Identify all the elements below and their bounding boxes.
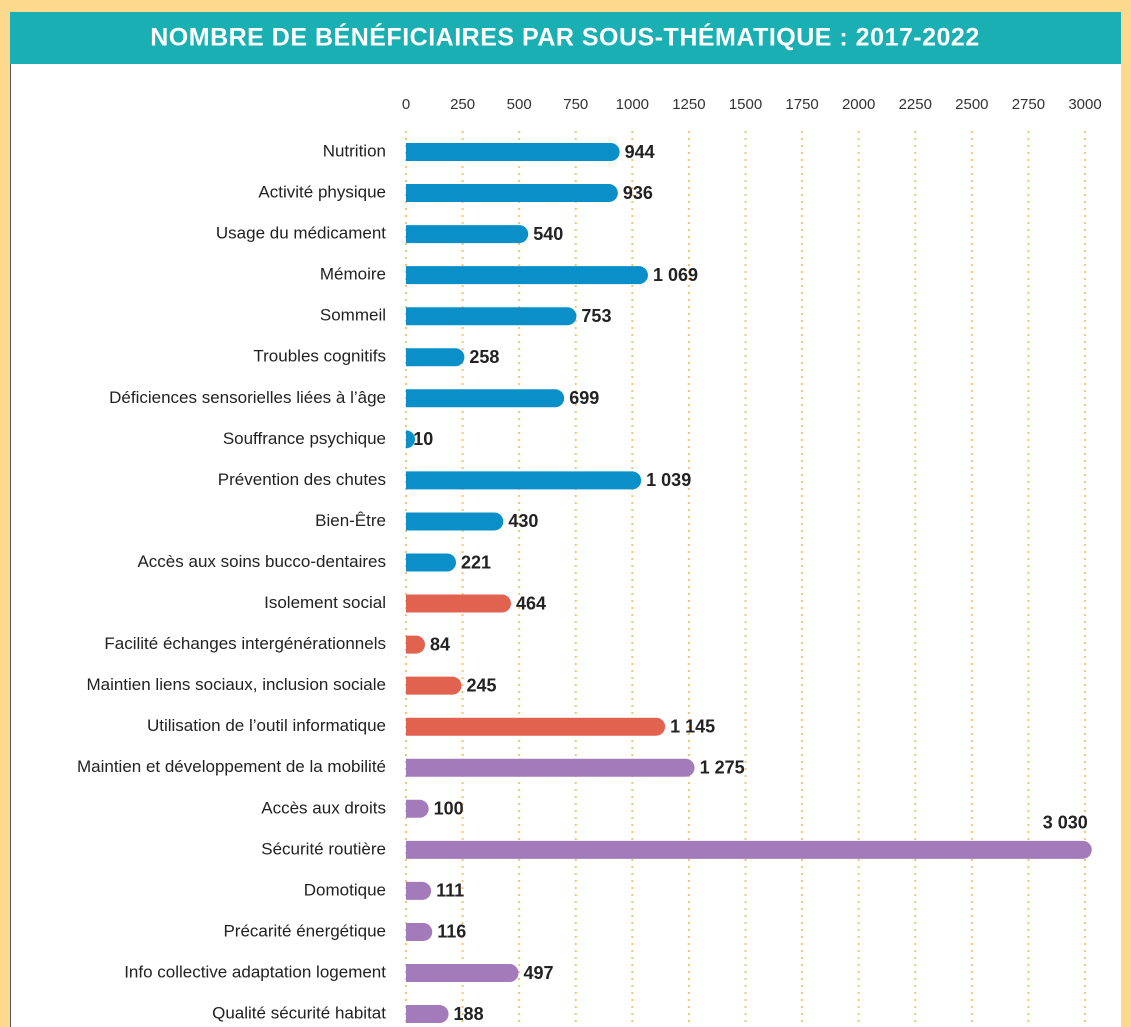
bar: [406, 389, 565, 408]
category-label: Qualité sécurité habitat: [212, 1004, 386, 1023]
bar: [406, 553, 457, 572]
value-label: 1 275: [700, 758, 745, 778]
bar: [406, 512, 504, 531]
category-label: Sécurité routière: [261, 839, 386, 858]
category-label: Maintien liens sociaux, inclusion social…: [86, 675, 386, 694]
x-tick-label: 1250: [672, 96, 705, 113]
bar: [406, 1005, 449, 1024]
x-tick-label: 1750: [785, 96, 818, 113]
value-label: 188: [454, 1004, 484, 1024]
bar: [406, 594, 512, 613]
value-label: 1 145: [670, 716, 715, 736]
bar: [406, 307, 577, 326]
category-label: Sommeil: [320, 306, 386, 325]
category-label: Isolement social: [264, 593, 386, 612]
value-label: 699: [569, 388, 599, 408]
category-label: Utilisation de l’outil informatique: [147, 716, 386, 735]
bar: [406, 430, 415, 449]
value-label: 10: [413, 429, 433, 449]
bar: [406, 143, 620, 161]
bar: [406, 184, 618, 203]
panel: [10, 64, 1121, 1027]
x-tick-label: 500: [507, 96, 532, 113]
value-label: 464: [516, 593, 546, 613]
category-label: Nutrition: [323, 141, 386, 160]
value-label: 936: [623, 183, 653, 203]
bar: [406, 225, 529, 244]
value-label: 100: [434, 799, 464, 819]
x-tick-label: 2750: [1012, 96, 1045, 113]
category-label: Info collective adaptation logement: [124, 962, 386, 981]
bar: [406, 717, 666, 736]
category-label: Accès aux droits: [261, 798, 386, 817]
x-tick-label: 2000: [842, 96, 875, 113]
value-label: 497: [523, 963, 553, 983]
x-tick-label: 1500: [729, 96, 762, 113]
category-label: Usage du médicament: [216, 224, 386, 243]
value-label: 258: [469, 347, 499, 367]
category-label: Activité physique: [258, 183, 386, 202]
bar: [406, 840, 1092, 859]
category-label: Déficiences sensorielles liées à l’âge: [109, 388, 386, 407]
x-tick-label: 750: [563, 96, 588, 113]
x-tick-label: 2500: [955, 96, 988, 113]
value-label: 540: [533, 224, 563, 244]
value-label: 944: [625, 142, 655, 162]
category-label: Souffrance psychique: [223, 429, 386, 448]
chart-title: NOMBRE DE BÉNÉFICIAIRES PAR SOUS-THÉMATI…: [150, 23, 980, 52]
value-label: 116: [437, 922, 466, 942]
bar: [406, 471, 642, 490]
value-label: 753: [581, 306, 611, 326]
value-label: 1 069: [653, 265, 698, 285]
bar: [406, 799, 429, 818]
value-label: 84: [430, 634, 450, 654]
x-tick-label: 0: [402, 96, 410, 113]
bar: [406, 922, 433, 941]
category-label: Accès aux soins bucco-dentaires: [137, 552, 386, 571]
value-label: 245: [466, 675, 496, 695]
category-label: Précarité énergétique: [223, 921, 386, 940]
x-tick-label: 2250: [899, 96, 932, 113]
bar: [406, 266, 648, 285]
category-label: Troubles cognitifs: [253, 347, 386, 366]
category-label: Bien-Être: [315, 511, 386, 530]
category-label: Domotique: [304, 880, 386, 899]
bar: [406, 635, 426, 654]
category-label: Facilité échanges intergénérationnels: [104, 634, 386, 653]
x-tick-label: 3000: [1068, 96, 1101, 113]
bar: [406, 676, 462, 695]
x-tick-label: 250: [450, 96, 475, 113]
category-label: Maintien et développement de la mobilité: [77, 757, 386, 776]
title-band: [10, 12, 1121, 64]
category-label: Mémoire: [320, 265, 386, 284]
value-label: 1 039: [646, 470, 691, 490]
bar: [406, 758, 695, 777]
bar: [406, 964, 519, 982]
value-label: 221: [461, 552, 491, 572]
value-label: 111: [436, 881, 464, 901]
value-label: 3 030: [1043, 813, 1088, 833]
bar: [406, 881, 432, 900]
value-label: 430: [508, 511, 538, 531]
bar: [406, 348, 465, 367]
category-label: Prévention des chutes: [218, 470, 386, 489]
x-tick-label: 1000: [616, 96, 649, 113]
